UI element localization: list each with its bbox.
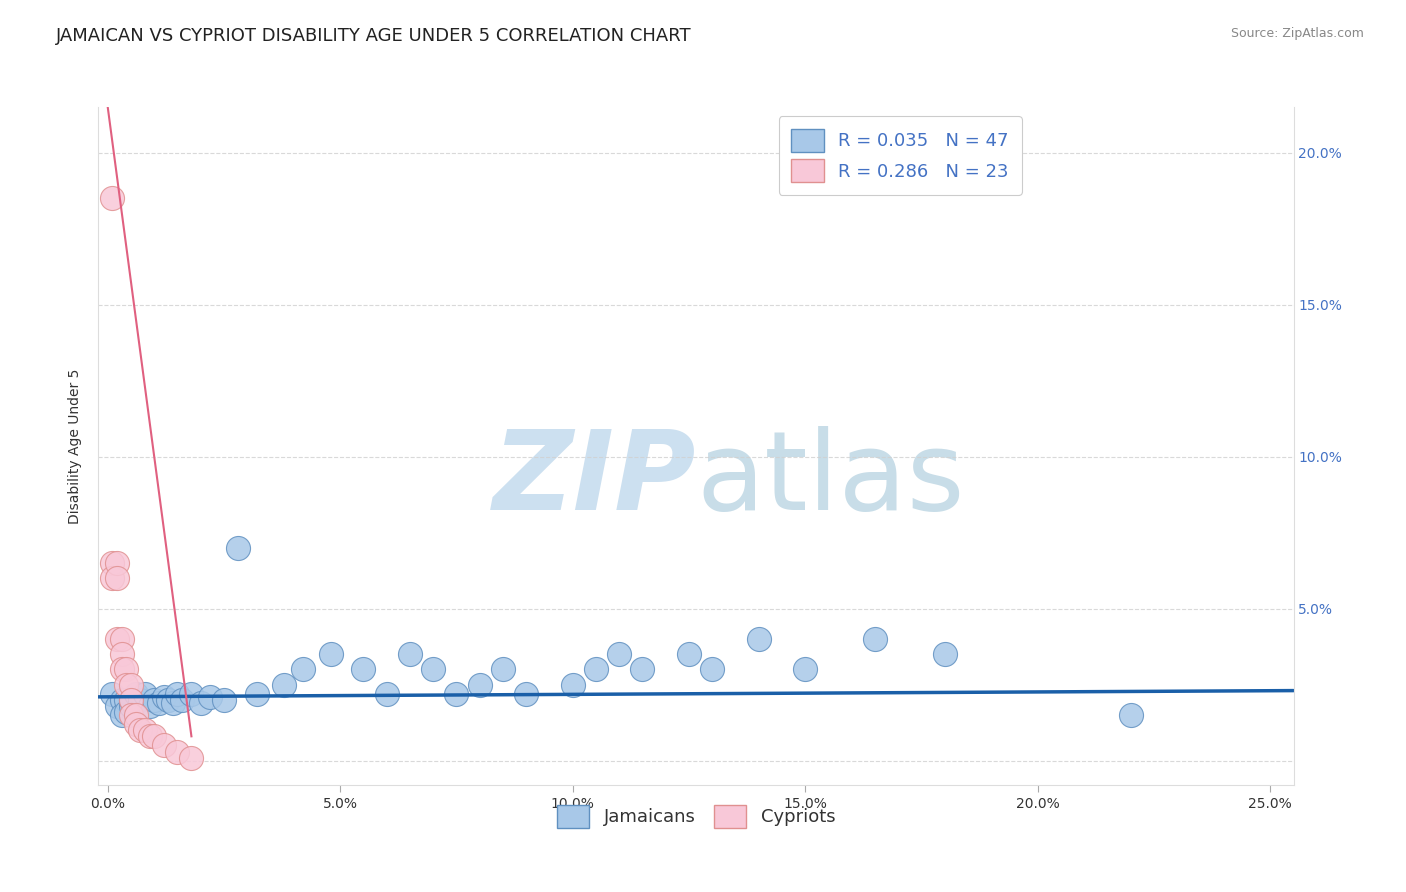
Point [101,556,124,570]
Point [143,693,166,707]
Point [1119,708,1142,723]
Point [212,693,235,707]
Point [446,687,468,701]
Y-axis label: Disability Age Under 5: Disability Age Under 5 [69,368,83,524]
Point [702,662,724,676]
Point [111,662,134,676]
Point [468,678,491,692]
Text: Source: ZipAtlas.com: Source: ZipAtlas.com [1230,27,1364,40]
Legend: Jamaicans, Cypriots: Jamaicans, Cypriots [548,796,844,837]
Point [319,647,342,661]
Point [863,632,886,646]
Point [124,717,146,731]
Text: JAMAICAN VS CYPRIOT DISABILITY AGE UNDER 5 CORRELATION CHART: JAMAICAN VS CYPRIOT DISABILITY AGE UNDER… [56,27,692,45]
Point [111,632,134,646]
Point [292,662,315,676]
Point [129,693,152,707]
Point [105,698,128,713]
Point [115,662,138,676]
Point [245,687,267,701]
Point [607,647,630,661]
Point [157,693,180,707]
Point [198,690,221,704]
Point [101,687,124,701]
Point [115,693,138,707]
Point [120,693,142,707]
Text: atlas: atlas [696,426,965,533]
Point [115,705,138,719]
Point [422,662,444,676]
Point [105,556,128,570]
Point [166,687,188,701]
Point [124,687,146,701]
Point [492,662,515,676]
Point [129,723,152,738]
Point [120,678,142,692]
Point [166,745,188,759]
Point [101,191,124,205]
Text: ZIP: ZIP [492,426,696,533]
Point [273,678,295,692]
Point [138,698,160,713]
Point [134,687,156,701]
Point [226,541,249,555]
Point [180,687,202,701]
Point [180,750,202,764]
Point [152,690,174,704]
Point [152,739,174,753]
Point [138,729,160,743]
Point [111,647,134,661]
Point [631,662,654,676]
Point [120,708,142,723]
Point [120,693,142,707]
Point [172,693,194,707]
Point [101,571,124,585]
Point [934,647,956,661]
Point [115,678,138,692]
Point [162,696,184,710]
Point [111,708,134,723]
Point [561,678,583,692]
Point [134,723,156,738]
Point [148,696,170,710]
Point [399,647,422,661]
Point [678,647,700,661]
Point [353,662,375,676]
Point [124,708,146,723]
Point [515,687,537,701]
Point [375,687,398,701]
Point [105,571,128,585]
Point [111,693,134,707]
Point [120,698,142,713]
Point [105,632,128,646]
Point [794,662,817,676]
Point [190,696,212,710]
Point [143,729,166,743]
Point [748,632,770,646]
Point [585,662,607,676]
